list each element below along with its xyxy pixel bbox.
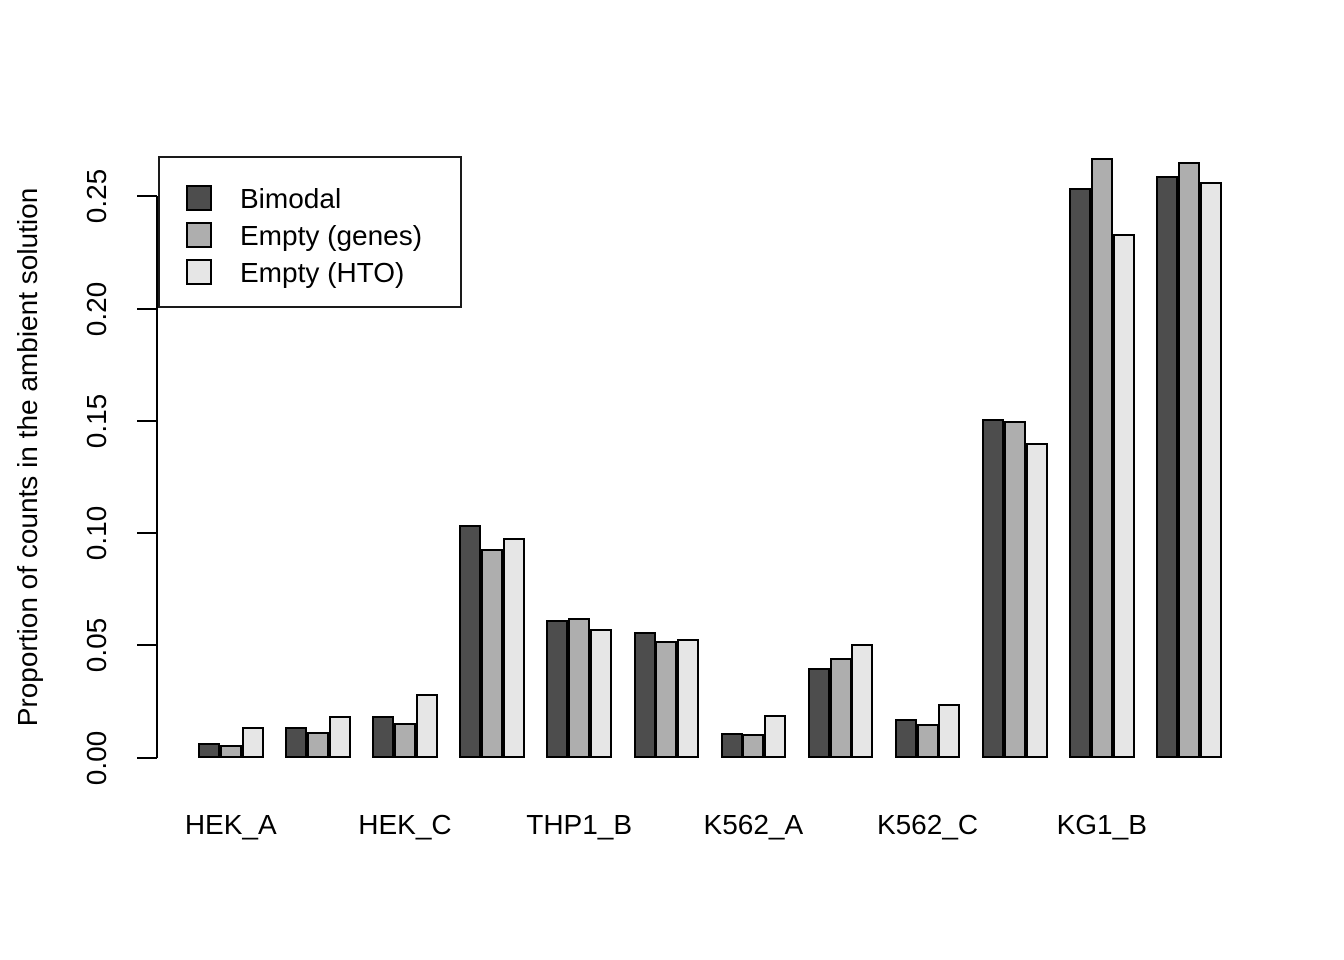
legend-item: Bimodal [160, 184, 460, 214]
bar [830, 658, 852, 758]
bar [938, 704, 960, 758]
bar [220, 745, 242, 758]
bar [416, 694, 438, 758]
bar [1004, 421, 1026, 758]
bar [721, 733, 743, 758]
legend-swatch-icon [186, 185, 212, 211]
bar [198, 743, 220, 758]
bar [1113, 234, 1135, 758]
y-axis-tick-label: 0.10 [81, 505, 112, 561]
y-axis-tick-label: 0.25 [81, 169, 112, 224]
y-axis-tick [137, 195, 157, 198]
x-axis-label: THP1_B [526, 809, 633, 840]
legend-label: Bimodal [240, 183, 342, 214]
bar [1178, 162, 1200, 758]
legend-label: Empty (HTO) [240, 257, 405, 288]
legend: Bimodal Empty (genes) Empty (HTO) [158, 156, 462, 308]
bar [546, 620, 568, 758]
y-axis-tick-label: 0.15 [81, 393, 112, 449]
bar [394, 723, 416, 758]
bar [372, 716, 394, 758]
legend-item: Empty (HTO) [160, 258, 460, 288]
bar [242, 727, 264, 758]
bar [285, 727, 307, 758]
bar [655, 641, 677, 758]
y-axis-title: Proportion of counts in the ambient solu… [12, 187, 43, 727]
x-axis-label: HEK_C [358, 809, 452, 840]
bar [459, 525, 481, 758]
bar [1069, 188, 1091, 758]
bar [481, 549, 503, 758]
bar [1156, 176, 1178, 758]
bar [329, 716, 351, 758]
bar [808, 668, 830, 758]
y-axis-tick-label: 0.05 [81, 618, 112, 673]
y-axis-tick [137, 307, 157, 310]
bar [917, 724, 939, 758]
legend-swatch-icon [186, 259, 212, 285]
bar [851, 644, 873, 758]
legend-label: Empty (genes) [240, 220, 423, 251]
bar [982, 419, 1004, 758]
bar [742, 734, 764, 758]
bar [634, 632, 656, 758]
bar [677, 639, 699, 758]
bar [764, 715, 786, 758]
y-axis-tick-label: 0.20 [81, 281, 112, 336]
y-axis-tick [137, 532, 157, 534]
bar [503, 538, 525, 758]
x-axis-label: K562_A [703, 809, 804, 840]
bar [1091, 158, 1113, 758]
x-axis-label: KG1_B [1056, 809, 1147, 840]
y-axis-tick [137, 756, 157, 759]
bar [1026, 443, 1048, 758]
x-axis-label: K562_C [876, 809, 979, 840]
bar [590, 629, 612, 758]
y-axis-tick [137, 644, 157, 647]
bar [1200, 182, 1222, 758]
bar [568, 618, 590, 758]
y-axis-line [156, 196, 158, 758]
legend-swatch-icon [186, 222, 212, 248]
bar [307, 732, 329, 758]
legend-item: Empty (genes) [160, 221, 460, 251]
bar [895, 719, 917, 758]
x-axis-label: HEK_A [184, 809, 277, 840]
y-axis-tick [137, 419, 157, 422]
y-axis-tick-label: 0.00 [81, 730, 112, 785]
